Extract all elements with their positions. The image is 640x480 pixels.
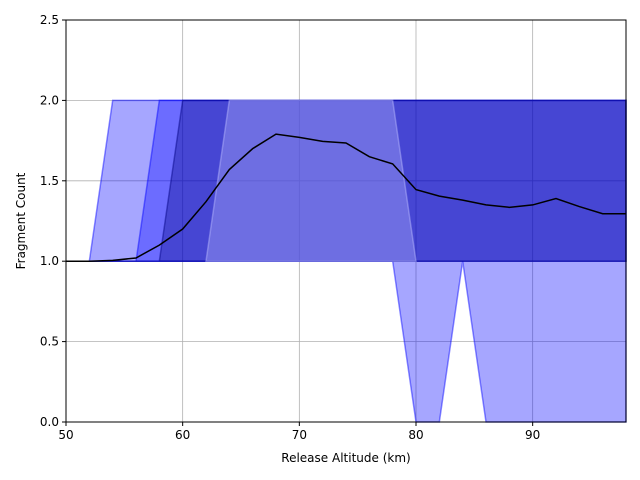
y-tick-label: 2.0 [40,93,59,107]
plot-frame [65,19,627,423]
x-tick-label: 50 [58,428,73,442]
x-tick-label: 90 [525,428,540,442]
band-4 [205,99,417,262]
y-tick-label: 2.5 [40,13,59,27]
x-tick-label: 60 [175,428,190,442]
y-tick-label: 1.5 [40,174,59,188]
x-tick-label: 70 [292,428,307,442]
y-tick-label: 1.0 [40,254,59,268]
y-tick-label: 0.0 [40,415,59,429]
x-tick-label: 80 [408,428,423,442]
y-axis-label: Fragment Count [14,172,28,269]
confidence-bands [66,99,627,423]
x-axis-label: Release Altitude (km) [281,451,410,465]
mean-line [66,133,626,262]
ticks: 50 60 70 80 90 0.0 0.5 1.0 1.5 2.0 2.5 [40,13,540,442]
y-tick-label: 0.5 [40,335,59,349]
mean-line-layer [66,133,626,262]
